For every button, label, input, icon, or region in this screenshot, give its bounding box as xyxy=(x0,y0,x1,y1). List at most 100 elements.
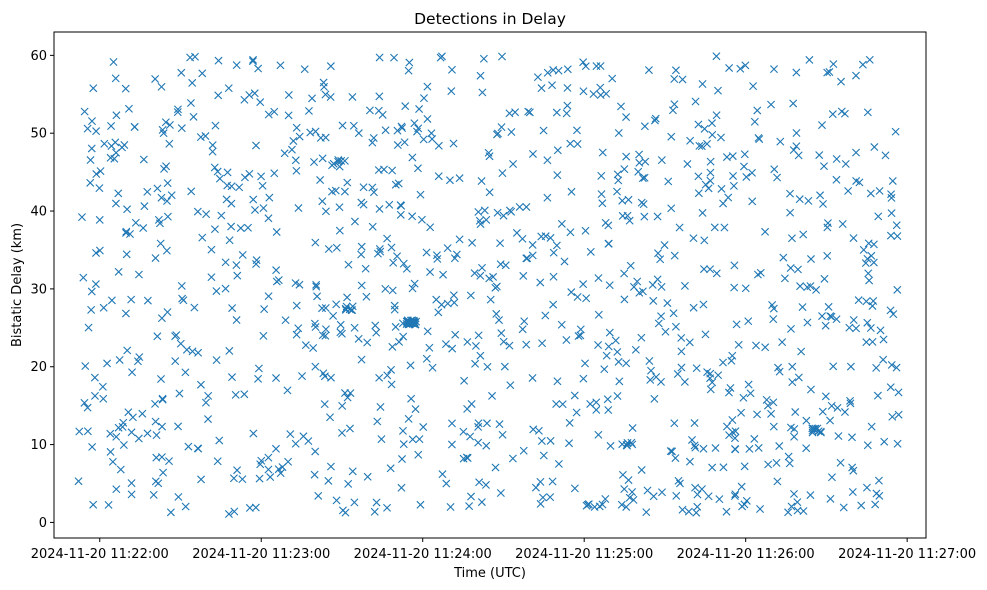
detection-marker xyxy=(143,296,152,305)
detection-marker xyxy=(750,117,759,126)
detection-marker xyxy=(677,333,686,342)
detection-marker xyxy=(508,454,517,463)
detection-marker xyxy=(637,198,646,207)
detection-marker xyxy=(528,251,537,260)
detection-marker xyxy=(837,107,846,116)
detection-marker xyxy=(88,442,97,451)
detection-marker xyxy=(708,463,717,472)
detection-marker xyxy=(310,158,319,167)
detection-marker xyxy=(732,320,741,329)
detection-marker xyxy=(567,187,576,196)
detection-marker xyxy=(383,234,392,243)
detection-marker xyxy=(706,385,715,394)
detection-marker xyxy=(423,114,432,123)
detection-marker xyxy=(572,126,581,135)
detection-marker xyxy=(90,391,99,400)
detection-marker xyxy=(496,489,505,498)
detection-marker xyxy=(368,222,377,231)
y-axis: 0 10 20 30 40 50 60 xyxy=(30,49,54,531)
detection-marker xyxy=(175,389,184,398)
detection-marker xyxy=(311,238,320,247)
detection-marker xyxy=(804,196,813,205)
detection-marker xyxy=(320,372,329,381)
detection-marker xyxy=(224,510,233,519)
detection-marker xyxy=(201,398,210,407)
detection-marker xyxy=(769,398,778,407)
detection-marker xyxy=(638,287,647,296)
detection-marker xyxy=(131,218,140,227)
detection-marker xyxy=(584,500,593,509)
detection-marker xyxy=(233,466,242,475)
detection-marker xyxy=(328,161,337,170)
detection-marker xyxy=(482,419,491,428)
detection-marker xyxy=(107,296,116,305)
detection-marker xyxy=(874,212,883,221)
detection-marker xyxy=(232,316,241,325)
detection-marker xyxy=(119,441,128,449)
detection-marker xyxy=(107,121,116,130)
detection-marker xyxy=(123,346,132,355)
detection-marker xyxy=(387,243,396,252)
detection-marker xyxy=(106,429,115,438)
detection-marker xyxy=(338,428,346,437)
detection-marker xyxy=(631,345,640,354)
detection-marker xyxy=(697,485,706,494)
detection-marker xyxy=(446,502,455,511)
detection-marker xyxy=(828,110,837,119)
detection-marker xyxy=(221,284,230,293)
detection-marker xyxy=(213,167,222,176)
detection-marker xyxy=(434,141,443,150)
detection-marker xyxy=(812,285,821,294)
detection-marker xyxy=(791,408,800,417)
detection-marker xyxy=(447,87,456,96)
detection-marker xyxy=(554,459,563,468)
detection-marker xyxy=(524,107,533,116)
detection-marker xyxy=(608,74,617,83)
detection-marker xyxy=(272,266,281,275)
detection-marker xyxy=(114,189,123,198)
detection-marker xyxy=(256,98,265,107)
detection-marker xyxy=(311,447,320,456)
detection-marker xyxy=(274,465,283,474)
detection-marker xyxy=(340,156,349,165)
detection-marker xyxy=(531,483,540,492)
detection-marker xyxy=(582,294,591,303)
detection-marker xyxy=(396,210,405,219)
detection-marker xyxy=(281,316,290,325)
detection-marker xyxy=(667,132,676,141)
detection-marker xyxy=(586,399,595,408)
detection-marker xyxy=(684,507,693,516)
detection-marker xyxy=(238,475,247,484)
detection-marker xyxy=(886,306,895,315)
detection-marker xyxy=(678,75,687,84)
detection-marker xyxy=(338,401,347,410)
detection-marker xyxy=(449,139,458,148)
detection-marker xyxy=(603,395,612,404)
x-tick-label: 2024-11-20 11:23:00 xyxy=(192,547,330,562)
detection-marker xyxy=(869,297,878,306)
detection-marker xyxy=(507,207,516,216)
detection-marker xyxy=(713,86,722,95)
detection-marker xyxy=(157,193,166,202)
detection-marker xyxy=(715,495,724,504)
detection-marker xyxy=(581,226,590,235)
detection-marker xyxy=(597,190,606,199)
detection-marker xyxy=(337,329,346,338)
detection-marker xyxy=(678,505,687,514)
detection-marker xyxy=(573,292,582,301)
detection-marker xyxy=(232,61,241,70)
detection-marker xyxy=(139,224,148,233)
detection-marker xyxy=(165,139,174,148)
detection-marker xyxy=(649,492,658,501)
detection-marker xyxy=(255,474,264,483)
detection-marker xyxy=(193,207,202,216)
detection-marker xyxy=(730,283,739,292)
detection-marker xyxy=(685,457,694,466)
detection-marker xyxy=(118,422,127,431)
detection-marker xyxy=(376,402,385,411)
detection-marker xyxy=(685,338,694,347)
detection-marker xyxy=(312,280,321,289)
detection-marker xyxy=(343,293,352,302)
detection-marker xyxy=(208,147,217,156)
detection-marker xyxy=(536,499,545,508)
